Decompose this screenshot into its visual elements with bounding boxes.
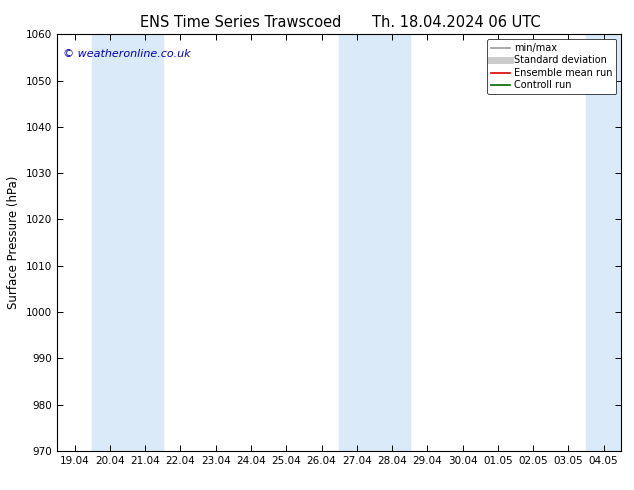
Bar [339, 34, 410, 451]
Text: © weatheronline.co.uk: © weatheronline.co.uk [63, 49, 190, 59]
Y-axis label: Surface Pressure (hPa): Surface Pressure (hPa) [8, 176, 20, 309]
Bar [93, 34, 163, 451]
Bar [586, 34, 621, 451]
Text: ENS Time Series Trawscoed: ENS Time Series Trawscoed [140, 15, 342, 30]
Legend: min/max, Standard deviation, Ensemble mean run, Controll run: min/max, Standard deviation, Ensemble me… [487, 39, 616, 94]
Text: Th. 18.04.2024 06 UTC: Th. 18.04.2024 06 UTC [372, 15, 541, 30]
